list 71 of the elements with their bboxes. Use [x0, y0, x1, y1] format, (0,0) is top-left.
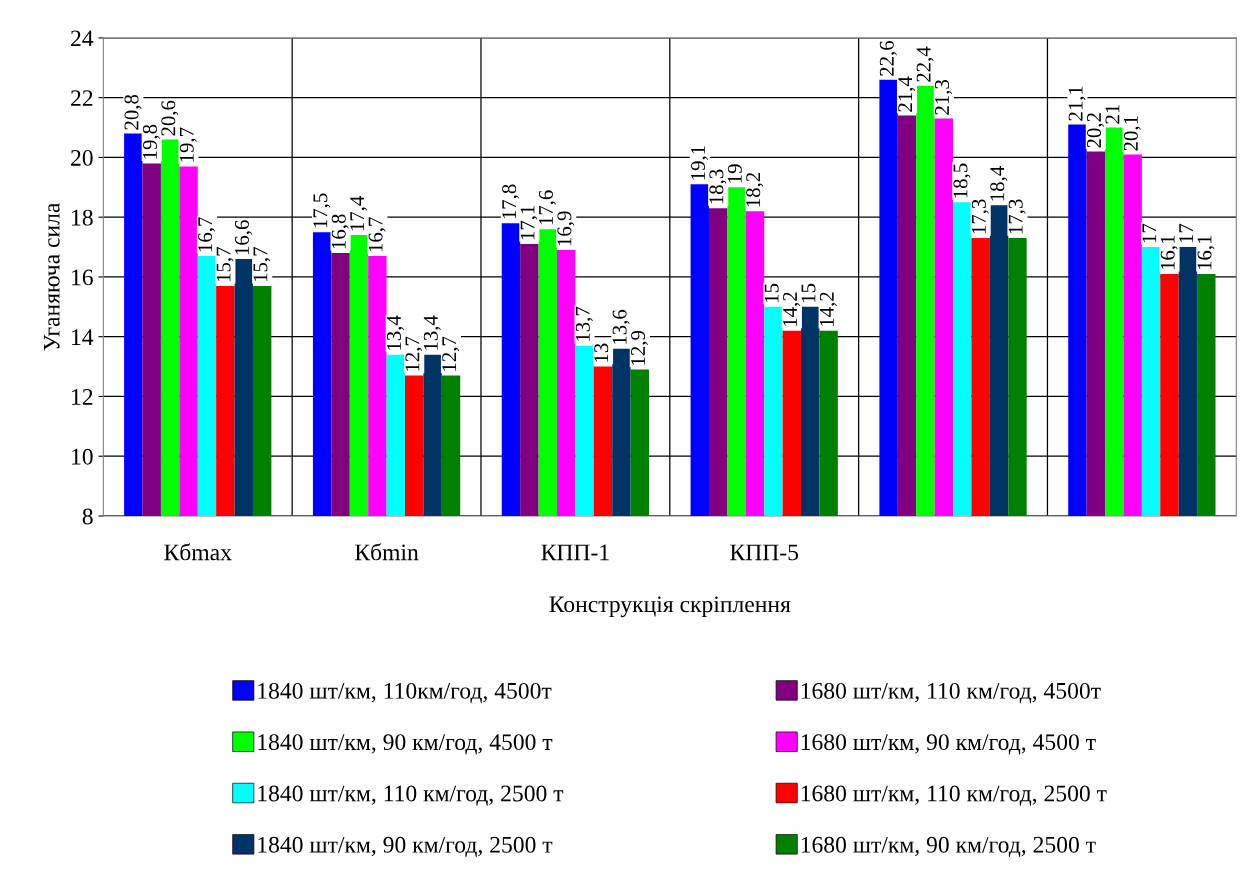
legend-label: 1840 шт/км, 110км/год, 4500т: [258, 682, 552, 704]
data-label: 21,3: [935, 79, 953, 115]
y-tick-label: 14: [72, 329, 94, 345]
legend-label: 1680 шт/км, 110 км/год, 4500т: [801, 682, 1101, 704]
data-label: 14,2: [819, 292, 837, 326]
data-label: 12,7: [442, 336, 460, 371]
legend-label: 1680 шт/км, 110 км/год, 2500 т: [801, 785, 1107, 806]
data-label: 20,8: [124, 94, 142, 130]
x-tick-label: Кбmax: [164, 543, 232, 561]
data-label: 13,6: [612, 309, 630, 344]
data-label: 16,6: [234, 220, 252, 255]
data-label: 17,8: [502, 184, 520, 219]
x-axis-title: Конструкція скріплення: [549, 596, 791, 618]
data-label: 22,6: [879, 40, 897, 76]
data-label: 13,7: [575, 306, 593, 341]
data-label: 17,6: [539, 190, 556, 225]
legend-label: 1840 шт/км, 110 км/год, 2500 т: [258, 785, 564, 806]
data-label: 21: [1105, 104, 1120, 124]
data-label: 13,4: [423, 315, 441, 350]
data-label: 16,1: [1197, 235, 1215, 270]
data-label: 20,6: [161, 100, 179, 136]
data-label: 18,5: [953, 163, 971, 198]
data-label: 13: [594, 343, 609, 362]
y-tick-label: 18: [72, 209, 93, 226]
y-tick-label: 8: [82, 508, 93, 525]
data-label: 15,7: [216, 247, 234, 282]
data-label: 14,2: [783, 292, 801, 326]
legend-label: 1680 шт/км, 90 км/год, 4500 т: [801, 734, 1096, 755]
data-label: 19,8: [142, 124, 160, 159]
x-tick-label: КПП-5: [730, 544, 799, 561]
data-label: 16,1: [1160, 235, 1178, 270]
data-label: 16,9: [557, 211, 575, 246]
data-label: 12,7: [405, 336, 423, 371]
x-tick-label: КПП-1: [541, 544, 609, 561]
data-label: 19: [727, 164, 742, 183]
data-label: 20,1: [1123, 116, 1141, 151]
y-tick-label: 12: [72, 389, 93, 405]
data-label: 15: [764, 283, 779, 303]
data-label: 17,3: [971, 199, 989, 234]
legend-label: 1840 шт/км, 90 км/год, 2500 т: [258, 836, 553, 858]
data-label: 17,1: [520, 205, 538, 240]
y-tick-label: 24: [71, 30, 94, 47]
data-label: 21,1: [1068, 86, 1086, 121]
data-label: 20,2: [1087, 113, 1105, 148]
data-label: 19,7: [179, 127, 197, 162]
y-axis-title: Уганяюча сила: [43, 202, 60, 351]
y-tick-label: 20: [71, 149, 93, 166]
data-label: 17: [1142, 223, 1157, 243]
data-label: 16,7: [198, 217, 216, 252]
data-label: 17,4: [350, 196, 368, 231]
x-tick-label: Кбmin: [355, 543, 419, 561]
data-label: 18,3: [709, 169, 727, 204]
data-label: 17: [1179, 223, 1193, 243]
y-tick-label: 10: [72, 448, 93, 465]
data-label: 15: [801, 283, 816, 303]
data-label: 18,4: [990, 166, 1008, 201]
data-label: 22,4: [916, 46, 934, 82]
legend-label: 1680 шт/км, 90 км/год, 2500 т: [801, 836, 1096, 858]
data-label: 12,9: [631, 330, 649, 365]
data-label: 16,7: [368, 217, 386, 252]
data-label: 17,5: [313, 193, 331, 228]
y-tick-label: 16: [72, 269, 93, 286]
legend-label: 1840 шт/км, 90 км/год, 4500 т: [258, 734, 553, 755]
data-label: 21,4: [898, 76, 916, 112]
y-tick-label: 22: [71, 90, 93, 106]
data-label: 13,4: [386, 315, 404, 350]
data-label: 15,7: [253, 247, 271, 282]
data-label: 18,2: [746, 172, 764, 207]
data-label: 19,1: [691, 146, 708, 180]
data-label: 17,3: [1008, 199, 1026, 234]
data-label: 16,8: [331, 214, 349, 249]
